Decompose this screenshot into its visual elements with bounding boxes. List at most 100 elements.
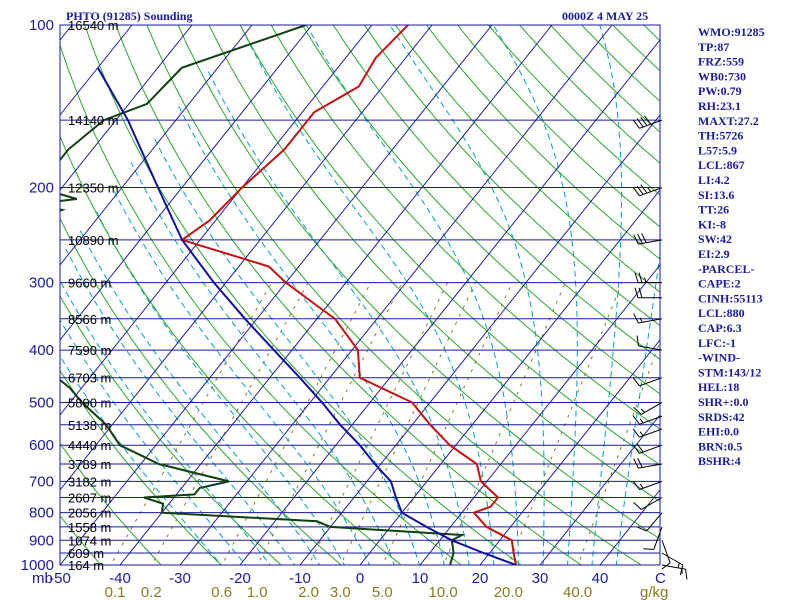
wind-barb (632, 480, 663, 491)
height-label: 3182 m (68, 474, 111, 489)
dry-adiabat-line (740, 0, 800, 576)
station-index: TH:5726 (698, 129, 743, 143)
isotherm-line (60, 25, 313, 341)
temperature-tick-label: -10 (289, 570, 311, 587)
temperature-tick-label: 10 (412, 570, 429, 587)
height-label: 3789 m (68, 457, 111, 472)
moist-adiabat-line (65, 248, 296, 565)
pressure-tick-label: 500 (29, 394, 54, 411)
moist-adiabat-line (60, 318, 247, 565)
mixing-ratio-unit-label: g/kg (640, 584, 668, 600)
moist-adiabat-line (615, 251, 660, 565)
station-title: PHTO (91285) Sounding (66, 9, 192, 23)
height-labels: 16540 m 14140 m 12350 m 10890 m 9660 m 8566 m… (68, 18, 119, 573)
sounding-traces (60, 25, 517, 565)
mixing-ratio-label: 2.0 (298, 584, 319, 600)
moist-adiabat-line (591, 25, 623, 565)
parcel-header: -PARCEL- (698, 262, 754, 276)
isobars (60, 24, 660, 566)
dry-adiabat-line (60, 442, 162, 565)
wind-barbs (632, 115, 688, 580)
moist-adiabat-line (111, 187, 371, 565)
pressure-tick-label: 800 (29, 505, 54, 522)
dewpoint-trace (60, 25, 466, 565)
wind-barb (636, 512, 663, 532)
station-index: RH:23.1 (698, 99, 741, 113)
station-index: WMO:91285 (698, 25, 765, 39)
height-label: 6703 m (68, 371, 111, 386)
dry-adiabat-line (581, 25, 660, 102)
pressure-labels: 100 200 300 400 500 600 700 800 900 1000 (21, 17, 54, 574)
station-index: PW:0.79 (698, 84, 742, 98)
wind-barb (632, 428, 663, 438)
temperature-unit-label: C (655, 570, 666, 587)
temperature-tick-label: -40 (109, 570, 131, 587)
height-label: 4440 m (68, 438, 111, 453)
mixing-ratio-line (256, 282, 403, 565)
mixing-ratio-line (150, 282, 309, 565)
station-index: TT:26 (698, 203, 729, 217)
station-index: FRZ:559 (698, 55, 744, 69)
wind-index: HEL:18 (698, 380, 739, 394)
pressure-tick-label: 1000 (21, 557, 54, 574)
wind-barb (632, 115, 663, 129)
sounding-time: 0000Z 4 MAY 25 (562, 9, 648, 23)
temperature-trace (179, 25, 517, 565)
dry-adiabat-line (487, 25, 660, 196)
moist-adiabats (60, 25, 660, 565)
moist-adiabat-line (60, 279, 271, 565)
height-label: 1074 m (68, 533, 111, 548)
height-label: 10890 m (68, 233, 119, 248)
wind-barb (633, 457, 663, 469)
wind-header: -WIND- (698, 351, 740, 365)
height-label: 5138 m (68, 418, 111, 433)
mixing-ratio-label: 1.0 (247, 584, 268, 600)
height-label: 1558 m (68, 520, 111, 535)
pressure-tick-label: 700 (29, 473, 54, 490)
wind-barb (633, 401, 663, 415)
temperature-tick-label: -30 (169, 570, 191, 587)
pressure-tick-label: 900 (29, 532, 54, 549)
moist-adiabat-line (206, 67, 470, 565)
mixing-ratio-line (508, 282, 623, 565)
temperature-tick-label: -50 (49, 570, 71, 587)
isotherm-line (299, 114, 660, 565)
temperature-tick-label: 30 (532, 570, 549, 587)
mixing-ratio-line (339, 282, 476, 565)
temperature-tick-label: 0 (356, 570, 364, 587)
isotherm-line (119, 25, 553, 565)
parcel-index: CAP:6.3 (698, 321, 742, 335)
station-index: MAXT:27.2 (698, 114, 759, 128)
mixing-ratio-label: 0.2 (141, 584, 162, 600)
wind-barb (636, 335, 663, 351)
isotherm-line (419, 264, 660, 565)
mixing-ratio-line (308, 282, 448, 565)
station-index: LI:4.2 (698, 173, 730, 187)
station-index: WB0:730 (698, 69, 746, 83)
moist-adiabat-line (94, 209, 346, 565)
isotherm-line (60, 25, 133, 116)
pressure-tick-label: 600 (29, 437, 54, 454)
height-label: 12350 m (68, 181, 119, 196)
moist-adiabat-line (152, 134, 420, 565)
mixing-ratio-labels: 0.1 0.2 0.6 1.0 2.0 3.0 5.0 10.0 20.0 40.0 (105, 584, 593, 600)
pressure-tick-label: 400 (29, 342, 54, 359)
isotherm-line (479, 339, 660, 565)
pressure-unit-label: mb (32, 570, 53, 587)
station-index: SW:42 (698, 232, 732, 246)
temperature-tick-label: 40 (592, 570, 609, 587)
height-label: 609 m (68, 546, 104, 561)
wind-barb (633, 497, 663, 510)
pressure-tick-label: 100 (29, 17, 54, 34)
isotherm-line (60, 25, 493, 565)
isotherm-line (239, 39, 660, 565)
mixing-ratio-line (110, 282, 273, 565)
station-index: LCL:867 (698, 158, 745, 172)
station-index: SI:13.6 (698, 188, 734, 202)
mixing-ratio-label: 0.6 (211, 584, 232, 600)
mixing-ratio-label: 0.1 (105, 584, 126, 600)
mixing-ratio-label: 20.0 (494, 584, 523, 600)
moist-adiabat-line (239, 25, 495, 565)
height-label: 2607 m (68, 491, 111, 506)
dry-adiabat-line (456, 25, 660, 228)
